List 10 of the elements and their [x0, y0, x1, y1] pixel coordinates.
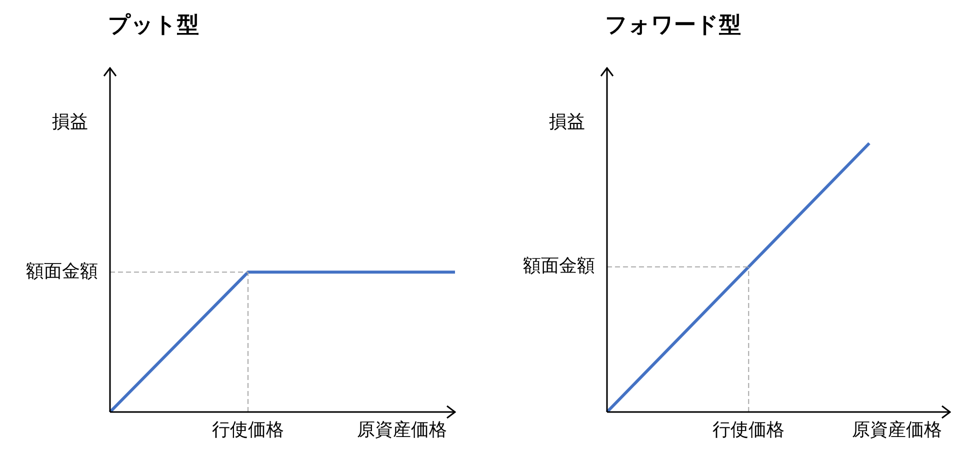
chart-title: プット型 [108, 13, 199, 38]
ref-line-label: 額面金額 [26, 260, 98, 282]
text: 行使価格 [712, 420, 785, 441]
x-axis-title: 原資産価格 [357, 420, 447, 441]
x-axis-title: 原資産価格 [852, 420, 942, 441]
text: 行使価格 [212, 420, 284, 441]
ref-line-label: 額面金額 [523, 256, 595, 277]
chart-title: フォワード型 [605, 13, 741, 38]
y-axis-title: 損益 [549, 112, 585, 133]
y-axis-title: 損益 [52, 112, 88, 133]
